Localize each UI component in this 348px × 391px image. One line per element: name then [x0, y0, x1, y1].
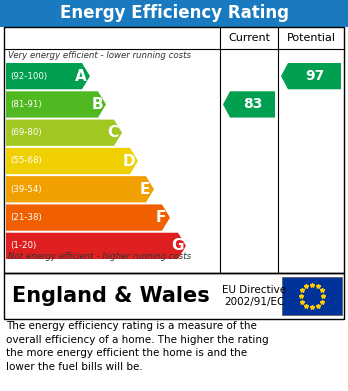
Text: 83: 83 [243, 97, 262, 111]
Text: E: E [140, 182, 150, 197]
Text: (1-20): (1-20) [10, 241, 36, 250]
Polygon shape [281, 63, 341, 89]
Text: F: F [156, 210, 166, 225]
Text: Very energy efficient - lower running costs: Very energy efficient - lower running co… [8, 51, 191, 60]
Text: (92-100): (92-100) [10, 72, 47, 81]
Bar [4, 273, 344, 319]
Text: (21-38): (21-38) [10, 213, 42, 222]
Bar [282, 277, 342, 315]
Text: Energy Efficiency Rating: Energy Efficiency Rating [60, 5, 288, 23]
Text: EU Directive
2002/91/EC: EU Directive 2002/91/EC [222, 285, 286, 307]
Bar [4, 27, 344, 273]
Polygon shape [6, 204, 170, 231]
Text: Potential: Potential [286, 33, 335, 43]
Text: Not energy efficient - higher running costs: Not energy efficient - higher running co… [8, 252, 191, 261]
Text: B: B [91, 97, 103, 112]
Text: (81-91): (81-91) [10, 100, 42, 109]
Text: (39-54): (39-54) [10, 185, 42, 194]
Text: D: D [123, 154, 135, 169]
Text: A: A [75, 69, 87, 84]
Text: Current: Current [228, 33, 270, 43]
Polygon shape [6, 120, 122, 146]
Text: 97: 97 [305, 69, 324, 83]
Polygon shape [6, 176, 154, 203]
Polygon shape [6, 148, 138, 174]
Bar [0, 0, 348, 27]
Polygon shape [6, 233, 186, 259]
Text: The energy efficiency rating is a measure of the
overall efficiency of a home. T: The energy efficiency rating is a measur… [6, 321, 269, 372]
Polygon shape [6, 63, 90, 89]
Text: (69-80): (69-80) [10, 128, 42, 137]
Polygon shape [6, 91, 106, 118]
Polygon shape [223, 91, 275, 118]
Text: (55-68): (55-68) [10, 156, 42, 165]
Text: England & Wales: England & Wales [12, 286, 210, 306]
Text: C: C [108, 125, 119, 140]
Text: G: G [171, 239, 183, 253]
